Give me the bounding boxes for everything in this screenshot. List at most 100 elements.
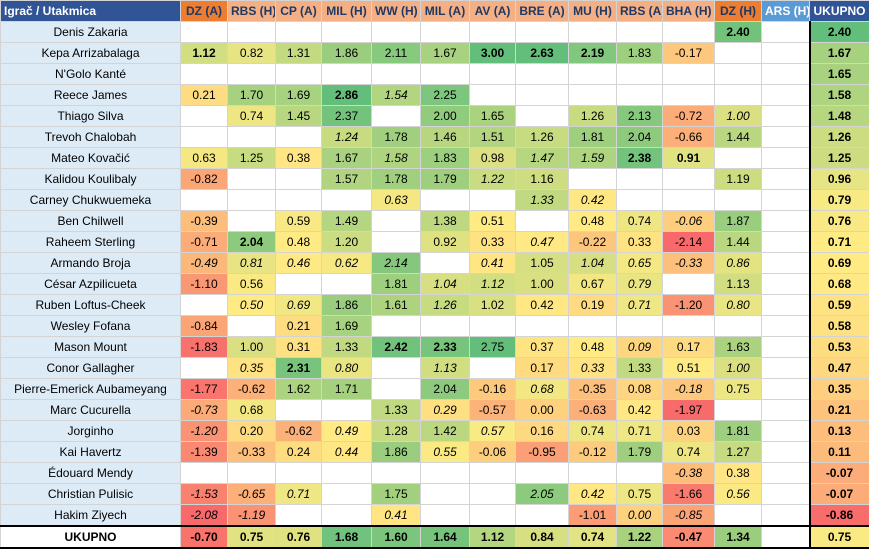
- rating-cell: [762, 421, 810, 442]
- row-total: -0.07: [810, 463, 869, 484]
- rating-cell: 0.74: [228, 106, 276, 127]
- row-total: 0.76: [810, 211, 869, 232]
- rating-cell: 0.71: [617, 295, 663, 316]
- rating-cell: [228, 64, 276, 85]
- player-name: Armando Broja: [1, 253, 181, 274]
- rating-cell: [762, 232, 810, 253]
- rating-cell: -0.73: [181, 400, 228, 421]
- rating-cell: [372, 22, 421, 43]
- rating-cell: -1.01: [569, 505, 617, 527]
- rating-cell: 1.83: [421, 148, 470, 169]
- rating-cell: 0.24: [276, 442, 322, 463]
- rating-cell: 0.50: [228, 295, 276, 316]
- rating-cell: 1.47: [516, 148, 569, 169]
- rating-cell: [470, 190, 516, 211]
- rating-cell: [372, 316, 421, 337]
- rating-cell: 0.42: [569, 190, 617, 211]
- rating-cell: 0.63: [181, 148, 228, 169]
- rating-cell: [470, 358, 516, 379]
- rating-cell: 1.78: [372, 127, 421, 148]
- rating-cell: 0.00: [516, 400, 569, 421]
- rating-cell: 0.56: [228, 274, 276, 295]
- player-name: Christian Pulisic: [1, 484, 181, 505]
- rating-cell: [322, 505, 372, 527]
- rating-cell: [181, 106, 228, 127]
- rating-cell: 0.21: [181, 85, 228, 106]
- rating-cell: [569, 169, 617, 190]
- rating-cell: [762, 484, 810, 505]
- player-name: N'Golo Kanté: [1, 64, 181, 85]
- rating-cell: [421, 484, 470, 505]
- rating-cell: 1.13: [715, 274, 762, 295]
- row-total: 0.53: [810, 337, 869, 358]
- rating-cell: 1.87: [715, 211, 762, 232]
- rating-cell: -0.18: [663, 379, 715, 400]
- rating-cell: 1.26: [421, 295, 470, 316]
- rating-cell: 1.45: [276, 106, 322, 127]
- row-total: 1.67: [810, 43, 869, 64]
- rating-cell: 0.51: [470, 211, 516, 232]
- rating-cell: [322, 274, 372, 295]
- rating-cell: 0.75: [617, 484, 663, 505]
- rating-cell: [421, 505, 470, 527]
- rating-cell: [322, 463, 372, 484]
- grand-total: 0.75: [810, 526, 869, 548]
- rating-cell: 1.58: [372, 148, 421, 169]
- rating-cell: [762, 127, 810, 148]
- column-header: AV (A): [470, 1, 516, 22]
- corner-header: Igrač / Utakmica: [1, 1, 181, 22]
- rating-cell: [372, 211, 421, 232]
- row-total: 0.68: [810, 274, 869, 295]
- rating-cell: 1.13: [421, 358, 470, 379]
- rating-cell: 1.00: [516, 274, 569, 295]
- rating-cell: 0.51: [663, 358, 715, 379]
- rating-cell: -0.17: [663, 43, 715, 64]
- rating-cell: [372, 106, 421, 127]
- rating-cell: -0.66: [663, 127, 715, 148]
- rating-cell: [569, 85, 617, 106]
- rating-cell: 1.27: [715, 442, 762, 463]
- rating-cell: 2.13: [617, 106, 663, 127]
- footer-cell: -0.47: [663, 526, 715, 548]
- rating-cell: 0.75: [715, 379, 762, 400]
- rating-cell: 2.00: [421, 106, 470, 127]
- row-total: 1.65: [810, 64, 869, 85]
- rating-cell: 1.42: [421, 421, 470, 442]
- rating-cell: -0.38: [663, 463, 715, 484]
- rating-cell: 1.12: [470, 274, 516, 295]
- header-row: Igrač / Utakmica DZ (A) RBS (H) CP (A) M…: [1, 1, 869, 22]
- rating-cell: [470, 484, 516, 505]
- rating-cell: 0.00: [617, 505, 663, 527]
- rating-cell: -0.35: [569, 379, 617, 400]
- rating-cell: [762, 22, 810, 43]
- footer-cell: -0.70: [181, 526, 228, 548]
- rating-cell: [762, 505, 810, 527]
- player-name: Kepa Arrizabalaga: [1, 43, 181, 64]
- rating-cell: 1.33: [516, 190, 569, 211]
- rating-cell: 0.33: [470, 232, 516, 253]
- rating-cell: [228, 190, 276, 211]
- rating-cell: [762, 463, 810, 484]
- rating-cell: [421, 316, 470, 337]
- player-name: César Azpilicueta: [1, 274, 181, 295]
- rating-cell: -0.33: [663, 253, 715, 274]
- rating-cell: 1.51: [470, 127, 516, 148]
- rating-cell: -0.72: [663, 106, 715, 127]
- rating-cell: 1.63: [715, 337, 762, 358]
- rating-cell: 0.42: [516, 295, 569, 316]
- rating-cell: 0.38: [715, 463, 762, 484]
- rating-cell: [663, 316, 715, 337]
- rating-cell: [181, 358, 228, 379]
- rating-cell: 0.37: [516, 337, 569, 358]
- rating-cell: 2.75: [470, 337, 516, 358]
- footer-cell: 1.68: [322, 526, 372, 548]
- rating-cell: [715, 85, 762, 106]
- rating-cell: -0.33: [228, 442, 276, 463]
- rating-cell: [322, 484, 372, 505]
- rating-cell: [715, 148, 762, 169]
- rating-cell: 0.44: [322, 442, 372, 463]
- column-header: CP (A): [276, 1, 322, 22]
